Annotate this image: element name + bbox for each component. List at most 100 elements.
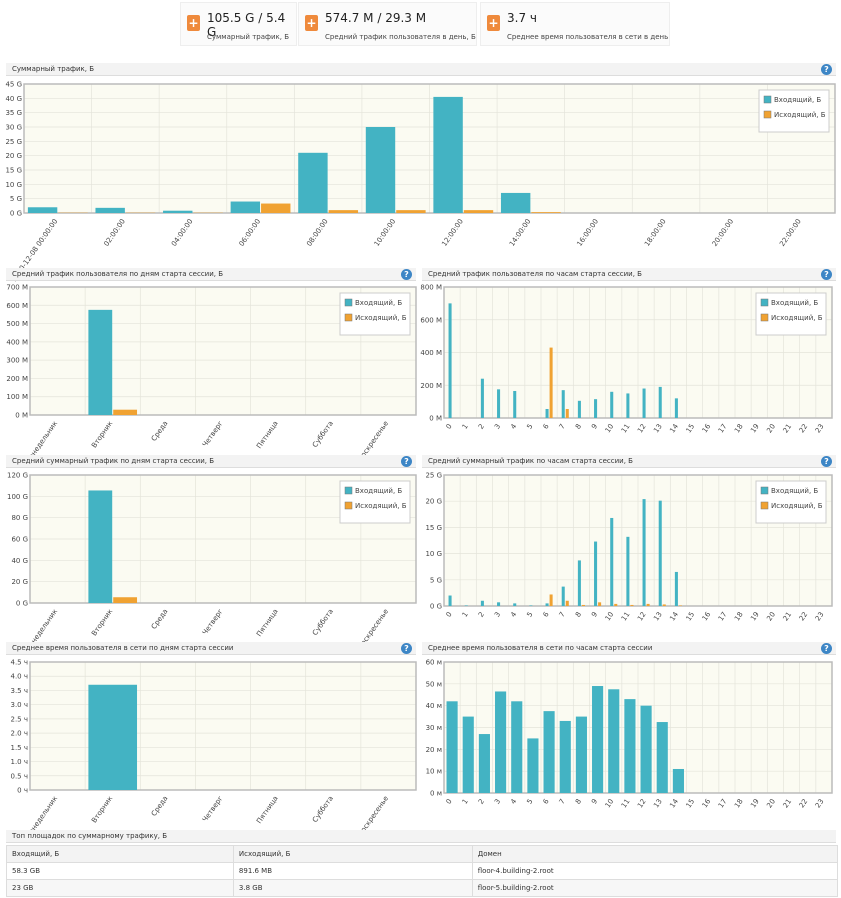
bar [95,207,125,213]
x-tick-label: 5 [525,611,534,619]
bar [513,603,517,606]
bar [88,684,138,790]
stat-value: 105.5 G / 5.4 G [207,11,286,39]
x-tick-label: 19 [749,423,761,435]
y-tick-label: 5 G [10,195,22,203]
bar [592,686,604,793]
help-button[interactable]: ? [821,64,832,75]
chart: 0 G 5 G 10 G 15 G 20 G 25 G 30 G 35 G 40 G 45 G 20… [5,81,836,283]
bar [549,594,553,606]
x-tick-label: 8 [574,611,583,619]
chart: 0 G5 G10 G15 G20 G25 G0 1 2 3 4 5 6 7 8 9 10 11 12 13… [425,472,833,623]
x-tick-label: 11 [620,798,632,810]
help-button[interactable]: ? [821,456,832,467]
bar [594,541,598,606]
x-tick-label: 13 [652,423,664,435]
x-tick-label: 22 [798,798,810,810]
legend-label: Исходящий, Б [771,314,823,322]
bar [642,388,646,418]
y-tick-label: 0 м [430,790,442,798]
bar [480,378,484,418]
x-tick-label: 11 [620,611,632,623]
x-tick-label: 04:00:00 [170,218,195,248]
x-tick-label: 0 [445,423,454,431]
y-tick-label: 30 G [5,124,22,132]
x-tick-label: 20 [765,611,777,623]
y-tick-label: 25 G [5,138,22,146]
x-tick-label: Пятница [255,608,280,639]
plot-frame [443,661,833,794]
help-button[interactable]: ? [821,643,832,654]
stat-icon: + [305,15,318,31]
section-header: Средний трафик пользователя по дням стар… [6,268,416,281]
x-tick-label: 22 [798,611,810,623]
x-tick-label: 2 [477,423,486,431]
x-tick-label: 6 [542,422,551,431]
bar [575,716,587,793]
y-tick-label: 800 M [420,284,442,292]
bar [230,201,261,213]
x-tick-label: 22 [798,423,810,435]
x-tick-label: Среда [150,420,170,443]
stat-value: 3.7 ч [507,11,537,25]
bar [630,604,634,606]
x-tick-label: 10 [604,611,616,623]
x-tick-label: 1 [461,798,470,806]
help-button[interactable]: ? [401,456,412,467]
x-tick-label: 18 [733,423,745,435]
help-button[interactable]: ? [401,269,412,280]
y-tick-label: 4.0 ч [11,673,29,681]
y-tick-label: 120 G [7,472,28,480]
x-tick-label: Вторник [90,420,114,450]
bar [608,689,620,793]
x-tick-label: 13 [652,798,664,810]
y-tick-label: 10 м [426,768,442,776]
x-tick-label: 7 [558,423,567,431]
y-tick-label: 1.5 ч [11,744,29,752]
help-button[interactable]: ? [401,643,412,654]
y-tick-label: 100 G [7,493,28,501]
bar [674,571,678,606]
x-tick-label: 17 [717,423,729,435]
x-tick-label: 18:00:00 [643,218,668,248]
y-tick-label: 600 M [420,316,442,324]
y-tick-label: 25 G [425,472,442,480]
help-button[interactable]: ? [821,269,832,280]
y-tick-label: 20 м [426,746,442,754]
table-cell: floor-4.building-2.root [471,862,839,880]
x-tick-label: 3 [493,423,502,431]
bar [598,602,602,606]
x-tick-label: 14 [668,797,680,809]
y-tick-label: 0 G [10,210,22,218]
y-tick-label: 5 G [430,576,442,584]
y-tick-label: 0 ч [17,787,28,795]
bar [113,409,138,415]
x-tick-label: 4 [509,422,518,431]
y-tick-label: 0 M [429,415,442,423]
x-tick-label: 23 [814,423,826,435]
y-tick-label: 40 м [426,702,442,710]
bar [463,210,494,213]
legend-swatch [344,486,353,495]
x-tick-label: 6 [542,797,551,806]
x-tick-label: 14 [668,610,680,622]
bar [672,768,684,793]
stat-card: +574.7 M / 29.3 M Средний трафик пользова… [298,2,477,46]
bar [559,720,571,793]
legend-label: Входящий, Б [774,96,821,104]
x-tick-label: 23 [814,611,826,623]
plot-frame [443,286,833,419]
section-header: Среднее время пользователя в сети по час… [422,642,836,655]
stat-icon: + [187,15,200,31]
x-tick-label: Четверг [201,794,225,823]
legend-swatch [760,501,769,510]
x-tick-label: Суббота [311,420,335,449]
bar [624,699,636,793]
x-tick-label: 10 [604,798,616,810]
legend-swatch [760,313,769,322]
x-tick-label: 8 [574,798,583,806]
y-tick-label: 30 м [426,724,442,732]
legend-swatch [344,313,353,322]
bar [511,701,523,793]
